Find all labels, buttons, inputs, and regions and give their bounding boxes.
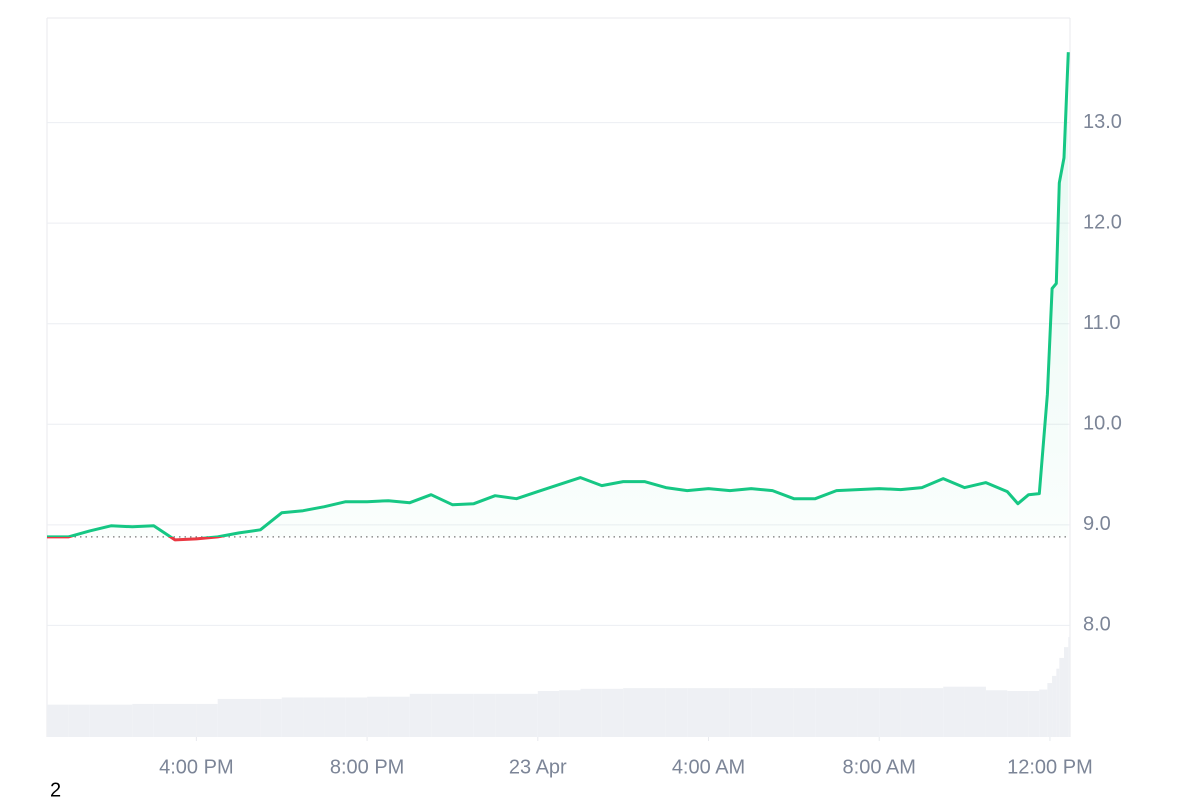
volume-bar — [1017, 690, 1029, 737]
volume-bar — [729, 688, 752, 737]
volume-bar — [239, 698, 261, 737]
volume-bar — [857, 688, 880, 737]
volume-bar — [1056, 668, 1060, 737]
volume-bar — [132, 703, 154, 737]
volume-bar — [772, 688, 794, 737]
volume-bar — [260, 698, 282, 737]
volume-bar — [687, 688, 709, 737]
volume-bar — [217, 698, 240, 737]
volume-bar — [921, 688, 944, 737]
y-tick-label: 10.0 — [1083, 413, 1122, 435]
volume-bar — [708, 688, 730, 737]
volume-bar — [943, 686, 965, 737]
x-tick-label: 4:00 PM — [159, 756, 233, 778]
volume-bar — [1064, 647, 1069, 737]
volume-bar — [665, 688, 688, 737]
volume-bar — [303, 697, 325, 737]
x-tick-label: 12:00 PM — [1007, 756, 1093, 778]
volume-bar — [815, 688, 837, 737]
volume-bar — [175, 703, 197, 737]
volume-bar — [1039, 689, 1048, 737]
volume-bar — [964, 686, 986, 737]
volume-bar — [644, 688, 666, 737]
volume-bar — [836, 688, 858, 737]
volume-bar — [68, 704, 90, 737]
y-tick-label: 11.0 — [1083, 312, 1120, 334]
volume-bar — [324, 697, 346, 737]
volume-bar — [196, 703, 218, 737]
y-tick-label: 12.0 — [1083, 211, 1122, 233]
volume-bar — [367, 696, 389, 737]
x-tick-label: 8:00 PM — [330, 756, 404, 778]
volume-bar — [47, 704, 69, 737]
volume-bar — [985, 690, 1008, 737]
volume-bar — [111, 704, 133, 737]
volume-bar — [601, 688, 624, 737]
y-tick-label: 13.0 — [1083, 111, 1122, 133]
volume-bar — [1068, 637, 1070, 737]
volume-bar — [559, 690, 581, 737]
volume-bar — [879, 688, 901, 737]
volume-bar — [473, 693, 496, 737]
volume-bar — [281, 697, 304, 737]
x-tick-label: 4:00 AM — [672, 756, 745, 778]
volume-bar — [1059, 657, 1065, 737]
volume-bar — [1047, 683, 1053, 737]
price-line — [47, 52, 1070, 542]
volume-bar — [89, 704, 112, 737]
volume-bar — [580, 688, 602, 737]
y-tick-label: 9.0 — [1083, 513, 1111, 535]
volume-bar — [153, 703, 176, 737]
volume-bar — [431, 693, 453, 737]
volume-bar — [452, 693, 474, 737]
volume-bar — [1007, 690, 1018, 737]
y-tick-label: 8.0 — [1083, 614, 1111, 636]
volume-bar — [793, 688, 816, 737]
volume-bar — [345, 697, 368, 737]
volume-bar — [495, 693, 517, 737]
price-area — [47, 52, 1069, 540]
volume-bar — [537, 690, 560, 737]
volume-bar — [388, 696, 410, 737]
volume-bar — [751, 688, 773, 737]
x-tick-label: 8:00 AM — [843, 756, 916, 778]
volume-bar — [409, 693, 432, 737]
volume-bar — [1052, 675, 1057, 737]
corner-label: 2 — [50, 779, 61, 800]
volume-bar — [900, 688, 922, 737]
x-tick-label: 23 Apr — [509, 756, 567, 778]
volume-bar — [1028, 690, 1040, 737]
volume-bar — [516, 693, 538, 737]
volume-bar — [623, 688, 645, 737]
